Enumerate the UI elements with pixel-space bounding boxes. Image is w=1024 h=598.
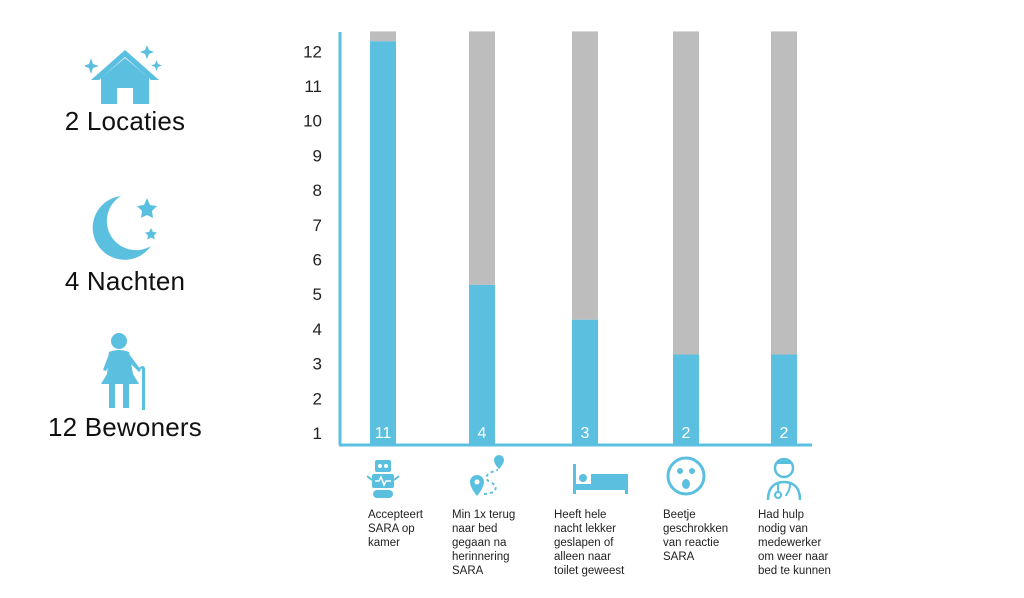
category-label: Min 1x terug naar bed gegaan na herinner… [452, 509, 516, 577]
y-tick-label: 1 [313, 424, 322, 443]
robot-icon [366, 460, 400, 498]
category-label: Accepteert SARA op kamer [368, 509, 423, 549]
y-tick-label: 10 [303, 112, 322, 131]
y-tick-label: 5 [313, 285, 322, 304]
y-tick-label: 7 [313, 216, 322, 235]
bar-remainder [370, 31, 396, 42]
y-tick-label: 9 [313, 146, 322, 165]
moon-icon [92, 196, 157, 260]
y-tick-label: 12 [303, 42, 322, 61]
bar-remainder [469, 31, 495, 285]
y-tick-label: 2 [313, 389, 322, 408]
category-label: Had hulp nodig van medewerker om weer na… [758, 509, 831, 577]
house-icon [85, 46, 162, 104]
stat-residents: 12 Bewoners [20, 332, 230, 443]
y-tick-label: 6 [313, 251, 322, 270]
stat-nights: 4 Nachten [20, 190, 230, 297]
bar-data-label: 11 [375, 425, 392, 442]
stat-nights-label: 4 Nachten [64, 266, 186, 296]
elderly-person-icon [101, 333, 145, 410]
bed-icon [573, 464, 628, 494]
bar-remainder [572, 31, 598, 320]
bar-value [771, 354, 797, 444]
stat-residents-label: 12 Bewoners [48, 412, 202, 442]
y-tick-label: 3 [313, 355, 322, 374]
bar-value [572, 319, 598, 444]
bar-data-label: 4 [478, 425, 487, 442]
bar-remainder [771, 31, 797, 355]
y-tick-label: 11 [304, 77, 322, 96]
surprised-face-icon [666, 456, 706, 496]
route-pin-icon [470, 455, 504, 496]
bar-remainder [673, 31, 699, 355]
bar-value [370, 41, 396, 444]
y-tick-label: 8 [313, 181, 322, 200]
bar-value [469, 284, 495, 444]
bar-data-label: 2 [780, 425, 789, 442]
y-tick-label: 4 [313, 320, 322, 339]
stat-locations: 2 Locaties [20, 46, 230, 137]
category-label: Heeft hele nacht lekker geslapen of alle… [554, 509, 625, 577]
doctor-icon [766, 457, 802, 501]
bar-data-label: 2 [682, 425, 691, 442]
bar-data-label: 3 [581, 425, 590, 442]
stat-locations-label: 2 Locaties [64, 106, 186, 136]
category-label: Beetje geschrokken van reactie SARA [663, 509, 729, 563]
bar-value [673, 354, 699, 444]
